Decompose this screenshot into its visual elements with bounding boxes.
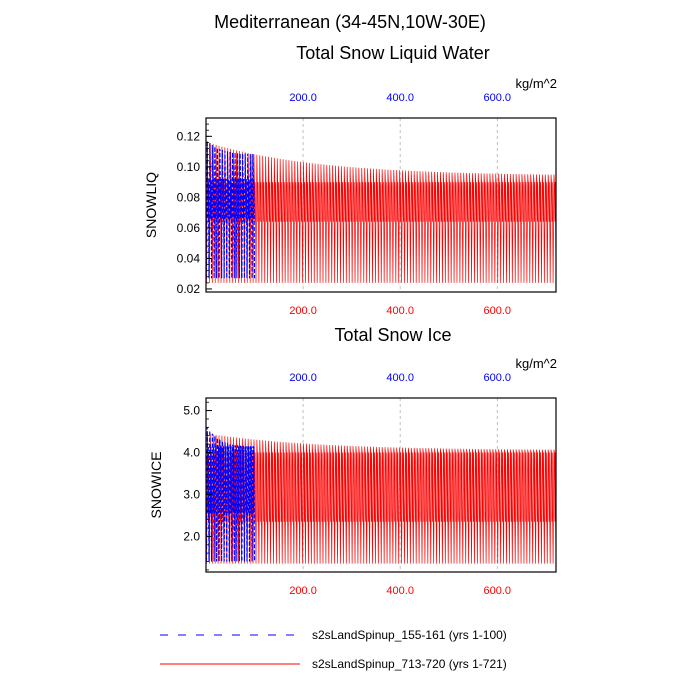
top-x-tick-label: 400.0 xyxy=(386,372,414,384)
bottom-x-tick-label: 400.0 xyxy=(386,305,414,317)
y-tick-label: 5.0 xyxy=(183,404,200,418)
plot-frame xyxy=(205,397,557,573)
y-tick-label: 0.12 xyxy=(177,129,201,143)
units-label: kg/m^2 xyxy=(515,76,557,91)
top-x-tick-label: 600.0 xyxy=(483,92,511,104)
y-tick-label: 0.04 xyxy=(177,251,201,265)
series-line-red xyxy=(206,433,557,564)
y-tick-label: 2.0 xyxy=(183,529,200,543)
series-line-blue xyxy=(205,140,256,279)
y-tick-label: 3.0 xyxy=(183,487,200,501)
bottom-x-tick-label: 200.0 xyxy=(289,305,317,317)
y-tick-label: 0.08 xyxy=(177,190,201,204)
units-label: kg/m^2 xyxy=(515,356,557,371)
series-line-blue xyxy=(205,427,256,562)
legend-label: s2sLandSpinup_155-161 (yrs 1-100) xyxy=(312,628,507,642)
y-tick-label: 0.10 xyxy=(177,160,201,174)
figure-title: Mediterranean (34-45N,10W-30E) xyxy=(214,12,486,32)
y-tick-label: 4.0 xyxy=(183,446,200,460)
y-axis-label: SNOWICE xyxy=(148,452,164,519)
panel-title: Total Snow Ice xyxy=(334,325,451,345)
top-x-tick-label: 200.0 xyxy=(289,372,317,384)
bottom-x-tick-label: 600.0 xyxy=(483,305,511,317)
top-x-tick-label: 200.0 xyxy=(289,92,317,104)
bottom-x-tick-label: 400.0 xyxy=(386,585,414,597)
bottom-x-tick-label: 600.0 xyxy=(483,585,511,597)
series-line-red xyxy=(206,142,557,283)
top-x-tick-label: 400.0 xyxy=(386,92,414,104)
legend-label: s2sLandSpinup_713-720 (yrs 1-721) xyxy=(312,657,507,671)
y-axis-label: SNOWLIQ xyxy=(143,172,159,238)
y-tick-label: 0.06 xyxy=(177,221,201,235)
plot-frame xyxy=(205,117,557,293)
top-x-tick-label: 600.0 xyxy=(483,372,511,384)
panel-title: Total Snow Liquid Water xyxy=(296,43,489,63)
bottom-x-tick-label: 200.0 xyxy=(289,585,317,597)
y-tick-label: 0.02 xyxy=(177,282,201,296)
